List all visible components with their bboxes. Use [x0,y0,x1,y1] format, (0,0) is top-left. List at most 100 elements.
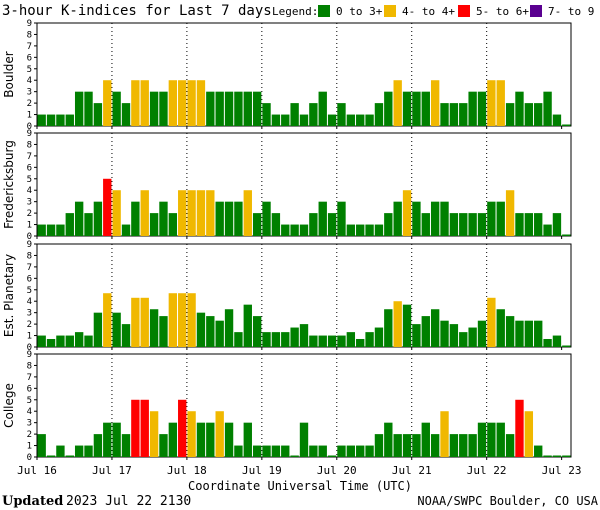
k-bar [468,213,477,236]
panel-0: 01 23 45 67 89 Boulder [2,19,572,132]
k-bar [178,293,187,347]
k-bar [121,324,131,347]
k-bar [178,80,187,126]
k-bar [430,434,440,457]
y-tick-label: 2 [27,320,32,330]
k-bar [468,434,477,457]
agency-credit: NOAA/SWPC Boulder, CO USA [417,494,598,508]
k-bar [477,320,487,347]
y-tick-label: 8 [27,30,32,40]
k-bar [393,301,402,347]
y-tick-label: 6 [27,163,32,173]
legend-item-0: 0 to 3+ [336,5,383,18]
k-bar [374,327,384,347]
y-tick-label: 2 [27,99,32,109]
legend-swatch-2 [458,5,470,17]
k-bar [290,103,299,126]
k-bar [515,91,524,126]
k-bar [337,335,346,347]
k-bar [384,309,393,347]
k-bar [552,455,562,457]
k-bar [309,335,318,347]
panel-1: 01 23 45 67 89 Fredericksburg [2,129,572,242]
x-tick-label: Jul 21 [392,464,432,477]
y-tick-label: 0 [27,343,32,353]
k-bar [356,445,365,457]
k-bar [318,445,327,457]
k-bar [131,297,140,347]
k-bar [74,332,84,347]
k-bar [543,338,552,347]
k-bar [402,91,412,126]
k-bar [299,224,309,236]
k-bar [487,201,496,236]
k-bar [159,434,168,457]
legend-item-2: 5- to 6+ [476,5,529,18]
k-bar [112,190,121,236]
k-bar [412,434,421,457]
k-bar [187,80,196,126]
k-bar [215,411,224,457]
k-bar [393,434,402,457]
k-bar [515,320,524,347]
k-bar [103,293,112,347]
k-bar [393,201,402,236]
k-bar [243,422,252,457]
k-bar [206,91,215,126]
k-bar [562,234,571,236]
k-bar [459,213,468,236]
k-bar [121,224,131,236]
k-bar [346,224,356,236]
k-bar [421,91,430,126]
k-bar [281,332,290,347]
y-tick-label: 3 [27,419,32,429]
y-tick-label: 9 [27,19,32,29]
k-bar [74,201,84,236]
k-bar [430,309,440,347]
k-bar [318,91,327,126]
y-tick-label: 1 [27,332,32,342]
k-bar [46,338,56,347]
k-bar [271,445,281,457]
y-tick-label: 6 [27,53,32,63]
updated-label: Updated [2,494,63,509]
k-bar [84,91,93,126]
k-bar [374,434,384,457]
k-bar [374,103,384,126]
k-bar [440,411,449,457]
k-bar [178,399,187,457]
y-tick-label: 6 [27,384,32,394]
k-bar [346,332,356,347]
k-bar [365,445,374,457]
k-bar [505,103,515,126]
panel-3: 01 23 45 67 89 College [2,350,572,463]
k-bar [552,213,562,236]
k-bar [206,316,215,347]
k-bar [281,445,290,457]
y-tick-label: 1 [27,111,32,121]
k-bar [449,103,459,126]
k-bar [496,309,505,347]
k-bar [56,114,65,126]
k-bar [168,422,178,457]
y-tick-label: 2 [27,430,32,440]
k-bar [224,201,234,236]
y-tick-label: 1 [27,442,32,452]
y-tick-label: 7 [27,152,32,162]
k-bar [234,332,243,347]
k-bar [449,324,459,347]
k-bar [562,345,571,347]
k-bar [103,422,112,457]
k-bar [515,213,524,236]
y-tick-label: 3 [27,198,32,208]
y-tick-label: 7 [27,42,32,52]
y-tick-label: 8 [27,251,32,261]
k-bar [252,213,262,236]
k-bar [112,422,121,457]
legend-item-3: 7- to 9 [548,5,594,18]
k-bar [168,293,178,347]
k-bar [477,422,487,457]
y-tick-label: 8 [27,361,32,371]
y-tick-label: 0 [27,453,32,463]
